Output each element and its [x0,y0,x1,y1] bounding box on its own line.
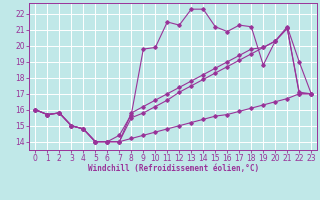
X-axis label: Windchill (Refroidissement éolien,°C): Windchill (Refroidissement éolien,°C) [88,164,259,173]
